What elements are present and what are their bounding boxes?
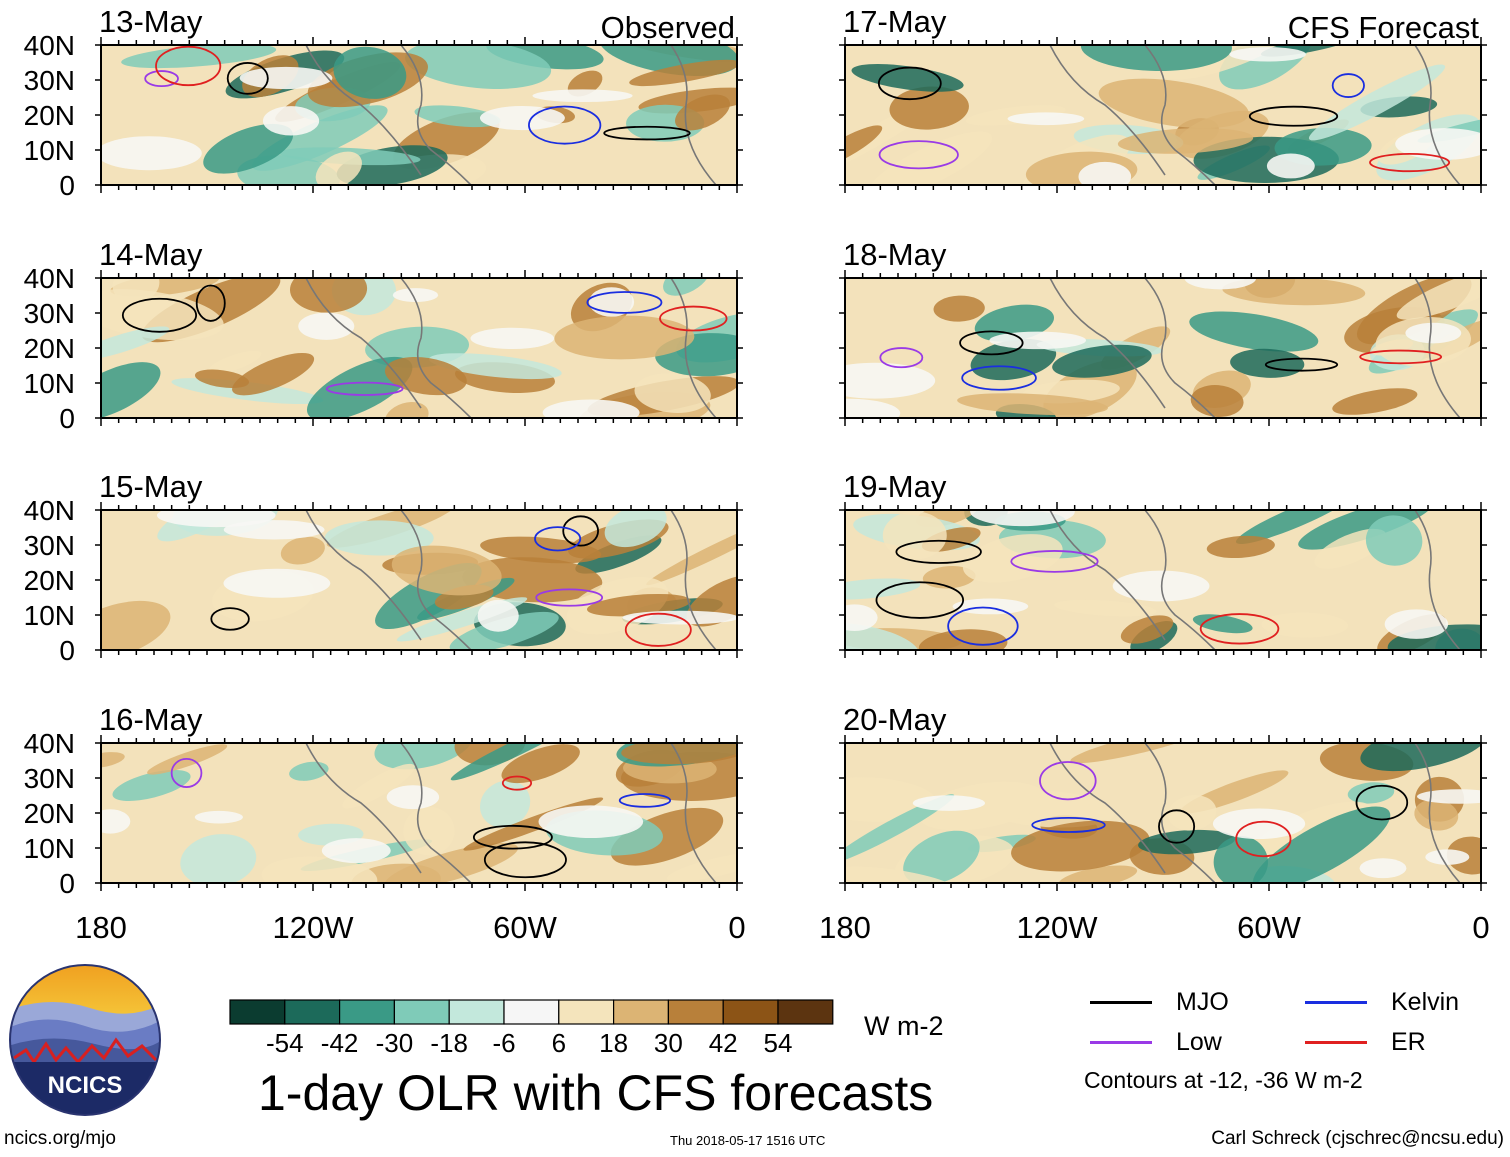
y-tick-label: 40N bbox=[24, 263, 75, 294]
colorbar-box bbox=[503, 999, 560, 1025]
panel-date-label: 18-May bbox=[843, 237, 947, 272]
y-tick-label: 0 bbox=[59, 403, 75, 434]
olr-field bbox=[845, 743, 1481, 883]
legend-label-low: Low bbox=[1176, 1028, 1222, 1056]
contour-note: Contours at -12, -36 W m-2 bbox=[1084, 1067, 1363, 1093]
legend-label-mjo: MJO bbox=[1176, 988, 1229, 1016]
colorbar-label: -18 bbox=[430, 1028, 468, 1058]
colorbar-box bbox=[284, 999, 341, 1025]
map-panel: 14-May 40N 30N 20N 10N 0 bbox=[24, 237, 743, 434]
olr-field bbox=[101, 510, 737, 650]
colorbar-label: -42 bbox=[320, 1028, 359, 1058]
colorbar-box bbox=[393, 999, 450, 1025]
olr-field bbox=[845, 45, 1481, 185]
y-tick-label: 10N bbox=[24, 135, 75, 166]
y-tick-label: 10N bbox=[24, 368, 75, 399]
y-tick-label: 20N bbox=[24, 100, 75, 131]
y-tick-label: 30N bbox=[24, 298, 75, 329]
olr-field bbox=[845, 510, 1481, 650]
map-panel: 19-May bbox=[839, 469, 1487, 658]
y-tick-label: 0 bbox=[59, 868, 75, 899]
x-tick-label: 120W bbox=[273, 910, 355, 945]
source-url[interactable]: ncics.org/mjo bbox=[4, 1128, 116, 1149]
olr-field bbox=[101, 278, 737, 418]
colorbar-box bbox=[612, 999, 669, 1025]
y-tick-label: 30N bbox=[24, 530, 75, 561]
y-tick-label: 20N bbox=[24, 798, 75, 829]
olr-field bbox=[101, 743, 737, 883]
panel-date-label: 20-May bbox=[843, 702, 947, 737]
y-tick-label: 20N bbox=[24, 565, 75, 596]
column-label: CFS Forecast bbox=[1288, 10, 1480, 45]
y-tick-label: 40N bbox=[24, 728, 75, 759]
column-label: Observed bbox=[601, 10, 735, 45]
x-tick-label: 60W bbox=[493, 910, 557, 945]
map-panel: 16-May 40N 30N 20N 10N 0 bbox=[24, 702, 743, 899]
colorbar-label: 42 bbox=[708, 1028, 738, 1058]
panel-date-label: 15-May bbox=[99, 469, 203, 504]
timestamp: Thu 2018-05-17 1516 UTC bbox=[670, 1133, 826, 1148]
units-label: W m-2 bbox=[864, 1011, 944, 1041]
legend-label-kelvin: Kelvin bbox=[1391, 988, 1460, 1016]
legend-kelvin: Kelvin bbox=[1305, 988, 1505, 1018]
legend-er: ER bbox=[1305, 1028, 1505, 1058]
colorbar-box bbox=[558, 999, 615, 1025]
legend-line-kelvin bbox=[1305, 1001, 1367, 1004]
legend-line-mjo bbox=[1090, 1001, 1152, 1004]
x-tick-label: 120W bbox=[1017, 910, 1099, 945]
map-panel: 13-May 40N 30N 20N 10N 0 bbox=[24, 4, 743, 201]
map-panel: 17-May bbox=[839, 4, 1487, 193]
colorbar-box bbox=[448, 999, 505, 1025]
x-tick-label: 0 bbox=[728, 910, 745, 945]
y-tick-label: 10N bbox=[24, 833, 75, 864]
panel-date-label: 19-May bbox=[843, 469, 947, 504]
map-panel: 15-May 40N 30N 20N 10N 0 bbox=[24, 469, 743, 666]
colorbar-label: 18 bbox=[599, 1028, 629, 1058]
colorbar bbox=[229, 999, 834, 1025]
olr-field bbox=[101, 45, 737, 185]
panel-date-label: 13-May bbox=[99, 4, 203, 39]
y-tick-label: 30N bbox=[24, 65, 75, 96]
olr-field bbox=[845, 278, 1481, 418]
colorbar-label: -30 bbox=[375, 1028, 414, 1058]
x-tick-label: 180 bbox=[819, 910, 871, 945]
legend-label-er: ER bbox=[1391, 1028, 1426, 1056]
x-tick-label: 0 bbox=[1472, 910, 1489, 945]
y-tick-label: 40N bbox=[24, 30, 75, 61]
panel-date-label: 17-May bbox=[843, 4, 947, 39]
x-tick-label: 180 bbox=[75, 910, 127, 945]
author-credit: Carl Schreck (cjschrec@ncsu.edu) bbox=[1211, 1128, 1504, 1149]
y-tick-label: 0 bbox=[59, 635, 75, 666]
figure-title: 1-day OLR with CFS forecasts bbox=[258, 1065, 934, 1121]
colorbar-label: 30 bbox=[653, 1028, 683, 1058]
y-tick-label: 20N bbox=[24, 333, 75, 364]
colorbar-box bbox=[229, 999, 286, 1025]
y-tick-label: 10N bbox=[24, 600, 75, 631]
panel-date-label: 16-May bbox=[99, 702, 203, 737]
x-tick-label: 60W bbox=[1237, 910, 1301, 945]
y-tick-label: 30N bbox=[24, 763, 75, 794]
map-panel: 18-May bbox=[839, 237, 1487, 426]
colorbar-box bbox=[339, 999, 396, 1025]
legend-low: Low bbox=[1090, 1028, 1290, 1058]
colorbar-box bbox=[667, 999, 724, 1025]
y-tick-label: 0 bbox=[59, 170, 75, 201]
legend-mjo: MJO bbox=[1090, 988, 1290, 1018]
colorbar-label: 54 bbox=[763, 1028, 793, 1058]
panel-date-label: 14-May bbox=[99, 237, 203, 272]
legend-line-er bbox=[1305, 1041, 1367, 1044]
ncics-logo: NCICS bbox=[9, 964, 161, 1116]
colorbar-box bbox=[777, 999, 834, 1025]
colorbar-label: -54 bbox=[266, 1028, 304, 1058]
colorbar-label: -6 bbox=[492, 1028, 516, 1058]
colorbar-box bbox=[722, 999, 779, 1025]
map-panel: 20-May bbox=[839, 702, 1487, 891]
logo-text: NCICS bbox=[48, 1072, 123, 1099]
legend-line-low bbox=[1090, 1041, 1152, 1044]
y-tick-label: 40N bbox=[24, 495, 75, 526]
colorbar-label: 6 bbox=[551, 1028, 567, 1058]
